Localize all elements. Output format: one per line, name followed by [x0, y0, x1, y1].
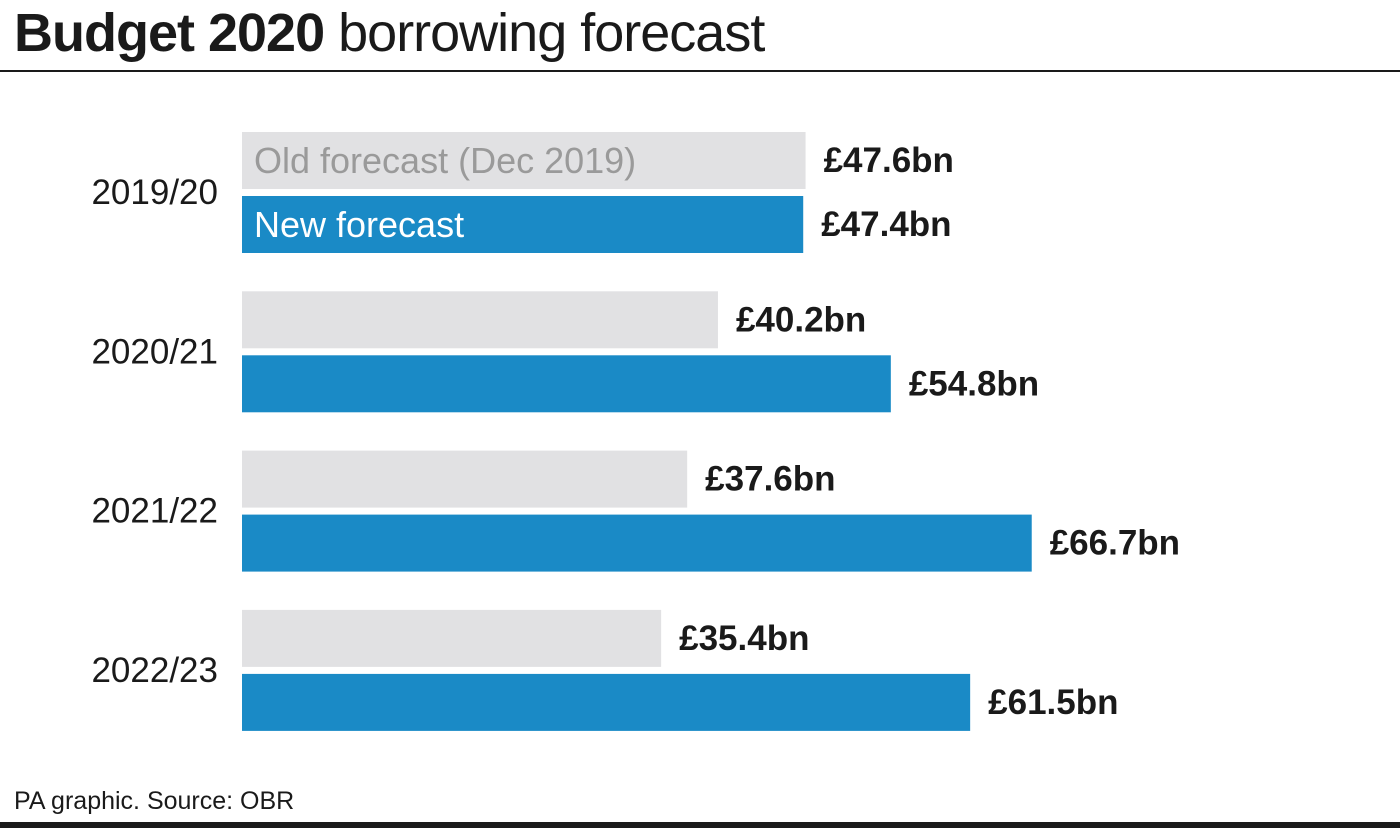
- old-forecast-bar: [242, 609, 662, 667]
- old-forecast-value-label: £37.6bn: [705, 460, 835, 499]
- category-label: 2020/21: [91, 332, 218, 371]
- new-forecast-bar: [242, 196, 804, 253]
- old-forecast-bar: [242, 132, 806, 189]
- new-forecast-value-label: £54.8bn: [909, 364, 1039, 403]
- new-forecast-bar: [242, 355, 891, 413]
- category-label: 2022/23: [91, 651, 218, 690]
- new-forecast-bar: [242, 673, 971, 731]
- new-forecast-value-label: £66.7bn: [1050, 524, 1180, 563]
- new-forecast-value-label: £47.4bn: [821, 205, 951, 244]
- chart-title-bold: Budget 2020: [14, 3, 325, 63]
- category-label: 2019/20: [91, 173, 218, 212]
- new-forecast-value-label: £61.5bn: [988, 683, 1118, 722]
- old-forecast-value-label: £35.4bn: [679, 619, 809, 658]
- old-forecast-bar: [242, 450, 688, 508]
- chart-title-light: borrowing forecast: [338, 3, 765, 63]
- category-label: 2021/22: [91, 492, 218, 531]
- old-forecast-value-label: £47.6bn: [824, 141, 954, 180]
- source-note: PA graphic. Source: OBR: [14, 787, 295, 815]
- chart-title: Budget 2020 borrowing forecast: [14, 2, 765, 64]
- bottom-divider: [0, 822, 1400, 828]
- legend-new-forecast: New forecast: [254, 204, 464, 245]
- old-forecast-bar: [242, 291, 718, 349]
- title-divider: [0, 70, 1400, 72]
- legend-old-forecast: Old forecast (Dec 2019): [254, 140, 636, 181]
- old-forecast-value-label: £40.2bn: [736, 300, 866, 339]
- new-forecast-bar: [242, 514, 1032, 572]
